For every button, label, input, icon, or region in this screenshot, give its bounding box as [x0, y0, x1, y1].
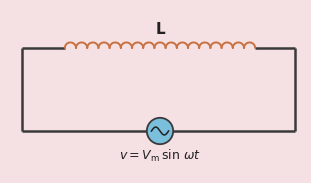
Circle shape: [147, 118, 173, 144]
Text: L: L: [155, 23, 165, 38]
Text: $v = V_{\mathrm{m}}\,\sin\,\omega t$: $v = V_{\mathrm{m}}\,\sin\,\omega t$: [119, 148, 201, 164]
